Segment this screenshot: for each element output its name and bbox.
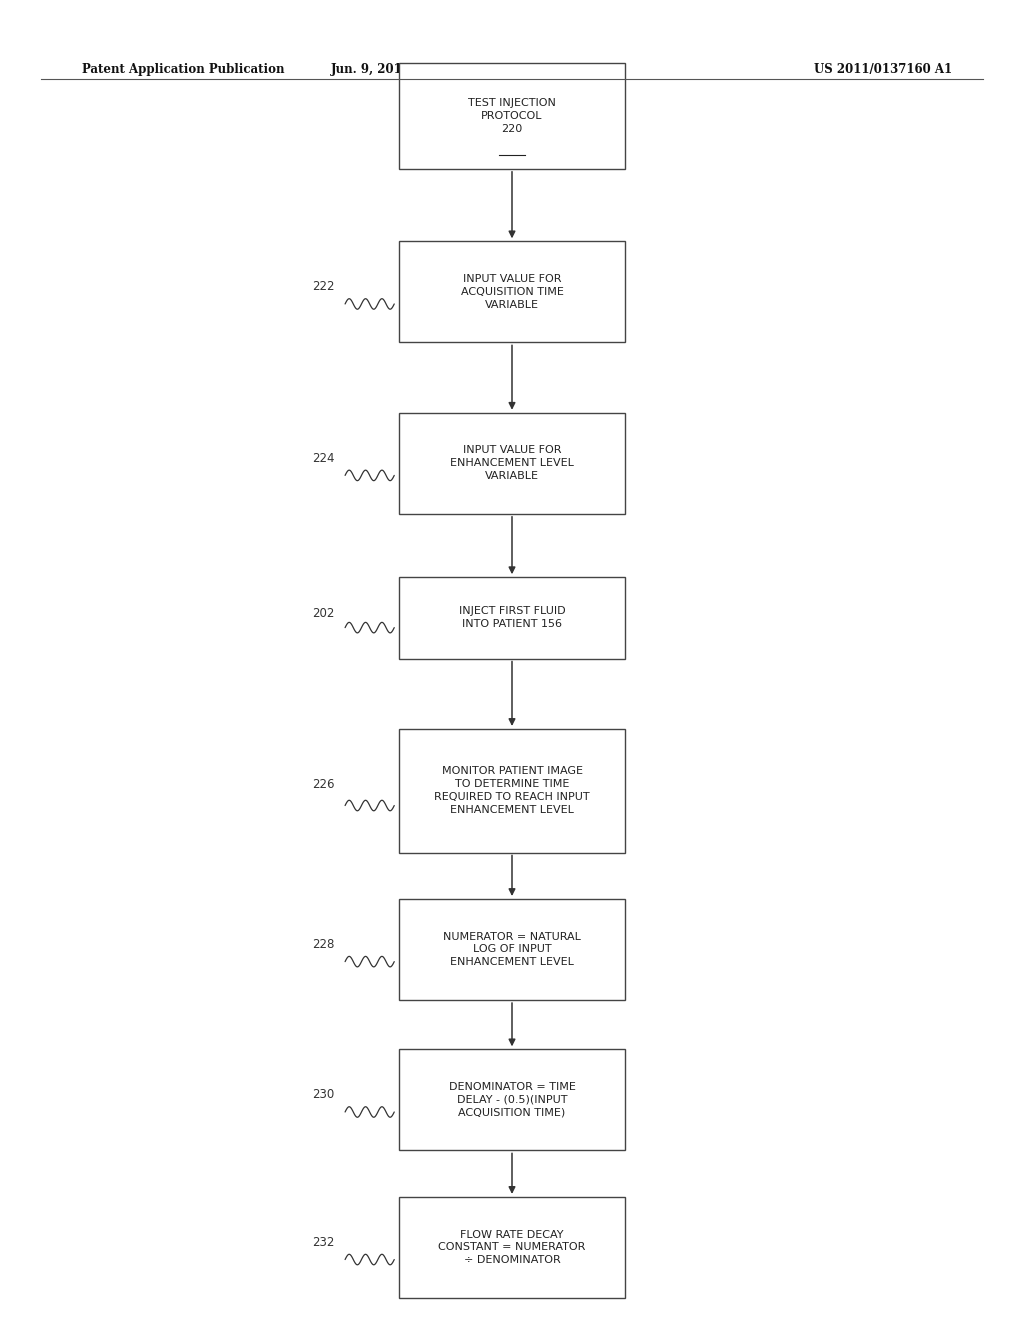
- Text: FLOW RATE DECAY
CONSTANT = NUMERATOR
÷ DENOMINATOR: FLOW RATE DECAY CONSTANT = NUMERATOR ÷ D…: [438, 1230, 586, 1265]
- Text: DENOMINATOR = TIME
DELAY - (0.5)(INPUT
ACQUISITION TIME): DENOMINATOR = TIME DELAY - (0.5)(INPUT A…: [449, 1082, 575, 1118]
- Bar: [399, 413, 625, 513]
- Bar: [399, 63, 625, 169]
- Bar: [399, 899, 625, 1001]
- Text: 222: 222: [312, 280, 335, 293]
- Text: US 2011/0137160 A1: US 2011/0137160 A1: [814, 63, 952, 77]
- Text: 224: 224: [312, 451, 335, 465]
- Text: 202: 202: [312, 607, 335, 620]
- Text: TEST INJECTION
PROTOCOL
220: TEST INJECTION PROTOCOL 220: [468, 99, 556, 133]
- Bar: [399, 729, 625, 853]
- Text: NUMERATOR = NATURAL
LOG OF INPUT
ENHANCEMENT LEVEL: NUMERATOR = NATURAL LOG OF INPUT ENHANCE…: [443, 932, 581, 968]
- Text: 228: 228: [312, 939, 335, 950]
- Text: INJECT FIRST FLUID
INTO PATIENT 156: INJECT FIRST FLUID INTO PATIENT 156: [459, 606, 565, 630]
- Text: 232: 232: [312, 1236, 335, 1249]
- Text: Patent Application Publication: Patent Application Publication: [82, 63, 285, 77]
- Text: INPUT VALUE FOR
ENHANCEMENT LEVEL
VARIABLE: INPUT VALUE FOR ENHANCEMENT LEVEL VARIAB…: [451, 445, 573, 480]
- Bar: [399, 242, 625, 342]
- Bar: [399, 1049, 625, 1151]
- Text: MONITOR PATIENT IMAGE
TO DETERMINE TIME
REQUIRED TO REACH INPUT
ENHANCEMENT LEVE: MONITOR PATIENT IMAGE TO DETERMINE TIME …: [434, 767, 590, 814]
- Text: Jun. 9, 2011   Sheet 11 of 11: Jun. 9, 2011 Sheet 11 of 11: [331, 63, 519, 77]
- Text: 230: 230: [312, 1088, 335, 1101]
- Bar: [399, 1197, 625, 1298]
- Bar: [399, 577, 625, 659]
- Text: INPUT VALUE FOR
ACQUISITION TIME
VARIABLE: INPUT VALUE FOR ACQUISITION TIME VARIABL…: [461, 275, 563, 310]
- Text: 226: 226: [312, 777, 335, 791]
